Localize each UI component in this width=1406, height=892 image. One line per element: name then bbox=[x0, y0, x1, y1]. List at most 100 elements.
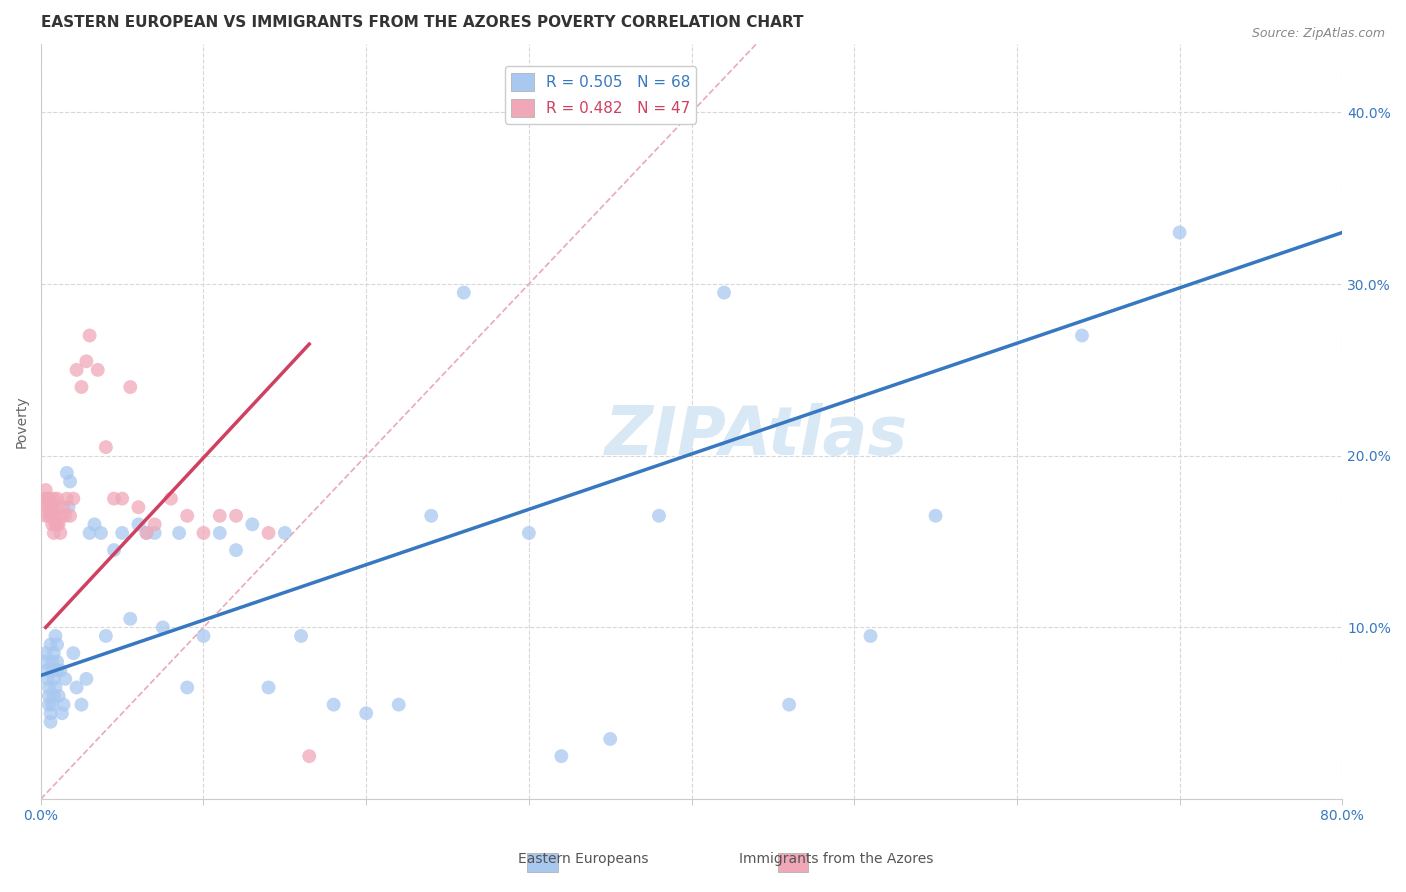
Point bbox=[176, 681, 198, 695]
Point bbox=[49, 663, 72, 677]
Point bbox=[135, 525, 157, 540]
Point bbox=[38, 689, 60, 703]
Point bbox=[52, 500, 75, 515]
Point bbox=[38, 491, 60, 506]
Point bbox=[46, 655, 69, 669]
Point bbox=[34, 646, 56, 660]
Point bbox=[56, 466, 79, 480]
Point bbox=[34, 483, 56, 497]
Point bbox=[62, 491, 84, 506]
Point bbox=[62, 646, 84, 660]
Point bbox=[41, 698, 63, 712]
Point bbox=[52, 698, 75, 712]
Point bbox=[39, 500, 62, 515]
Point bbox=[94, 629, 117, 643]
Point bbox=[94, 440, 117, 454]
Point bbox=[75, 672, 97, 686]
Point bbox=[41, 655, 63, 669]
Point bbox=[290, 629, 312, 643]
Point bbox=[924, 508, 946, 523]
Point bbox=[53, 508, 76, 523]
Text: Eastern Europeans: Eastern Europeans bbox=[519, 853, 648, 866]
Legend: R = 0.505   N = 68, R = 0.482   N = 47: R = 0.505 N = 68, R = 0.482 N = 47 bbox=[505, 66, 696, 124]
Point bbox=[599, 731, 621, 746]
Point bbox=[208, 508, 231, 523]
Point bbox=[127, 517, 149, 532]
Point bbox=[38, 500, 60, 515]
Point bbox=[42, 508, 65, 523]
Point bbox=[65, 681, 87, 695]
Point bbox=[56, 491, 79, 506]
Point bbox=[37, 672, 59, 686]
Point bbox=[420, 508, 443, 523]
Text: Source: ZipAtlas.com: Source: ZipAtlas.com bbox=[1251, 27, 1385, 40]
Point bbox=[41, 663, 63, 677]
Point bbox=[208, 525, 231, 540]
Point bbox=[37, 500, 59, 515]
Point bbox=[778, 698, 800, 712]
Point bbox=[1071, 328, 1094, 343]
Point bbox=[34, 508, 56, 523]
Point bbox=[46, 638, 69, 652]
Point bbox=[193, 525, 215, 540]
Point bbox=[87, 363, 110, 377]
Point bbox=[53, 672, 76, 686]
Point bbox=[517, 525, 540, 540]
Point bbox=[37, 491, 59, 506]
Point bbox=[38, 508, 60, 523]
Text: ZIPAtlas: ZIPAtlas bbox=[605, 403, 908, 469]
Point bbox=[46, 517, 69, 532]
Point bbox=[42, 491, 65, 506]
Point bbox=[257, 525, 280, 540]
Point bbox=[79, 525, 101, 540]
Point bbox=[42, 689, 65, 703]
Point bbox=[143, 525, 166, 540]
Point bbox=[240, 517, 263, 532]
Point bbox=[176, 508, 198, 523]
Point bbox=[322, 698, 344, 712]
Point bbox=[38, 681, 60, 695]
Point bbox=[225, 543, 247, 558]
Point bbox=[388, 698, 411, 712]
Point bbox=[39, 638, 62, 652]
Point bbox=[648, 508, 671, 523]
Point bbox=[32, 655, 55, 669]
Point bbox=[37, 663, 59, 677]
Point bbox=[51, 706, 73, 721]
Point bbox=[111, 525, 134, 540]
Point bbox=[193, 629, 215, 643]
Point bbox=[167, 525, 190, 540]
Point bbox=[65, 363, 87, 377]
Point bbox=[79, 328, 101, 343]
Point bbox=[135, 525, 157, 540]
Point bbox=[111, 491, 134, 506]
Text: EASTERN EUROPEAN VS IMMIGRANTS FROM THE AZORES POVERTY CORRELATION CHART: EASTERN EUROPEAN VS IMMIGRANTS FROM THE … bbox=[41, 15, 803, 30]
Text: Immigrants from the Azores: Immigrants from the Azores bbox=[740, 853, 934, 866]
Point bbox=[75, 354, 97, 368]
Point bbox=[42, 672, 65, 686]
Point bbox=[90, 525, 112, 540]
Point bbox=[46, 491, 69, 506]
Point bbox=[42, 525, 65, 540]
Point bbox=[120, 380, 142, 394]
Point bbox=[859, 629, 882, 643]
Point bbox=[41, 517, 63, 532]
Point bbox=[152, 620, 174, 634]
Point bbox=[70, 698, 93, 712]
Point bbox=[44, 629, 66, 643]
Point bbox=[103, 491, 125, 506]
Point bbox=[44, 500, 66, 515]
Point bbox=[453, 285, 475, 300]
Point bbox=[354, 706, 377, 721]
Point bbox=[39, 706, 62, 721]
Y-axis label: Poverty: Poverty bbox=[15, 395, 30, 448]
Point bbox=[49, 525, 72, 540]
Point bbox=[39, 714, 62, 729]
Point bbox=[48, 689, 70, 703]
Point bbox=[41, 508, 63, 523]
Point bbox=[51, 508, 73, 523]
Point bbox=[127, 500, 149, 515]
Point bbox=[274, 525, 297, 540]
Point bbox=[143, 517, 166, 532]
Point bbox=[59, 475, 82, 489]
